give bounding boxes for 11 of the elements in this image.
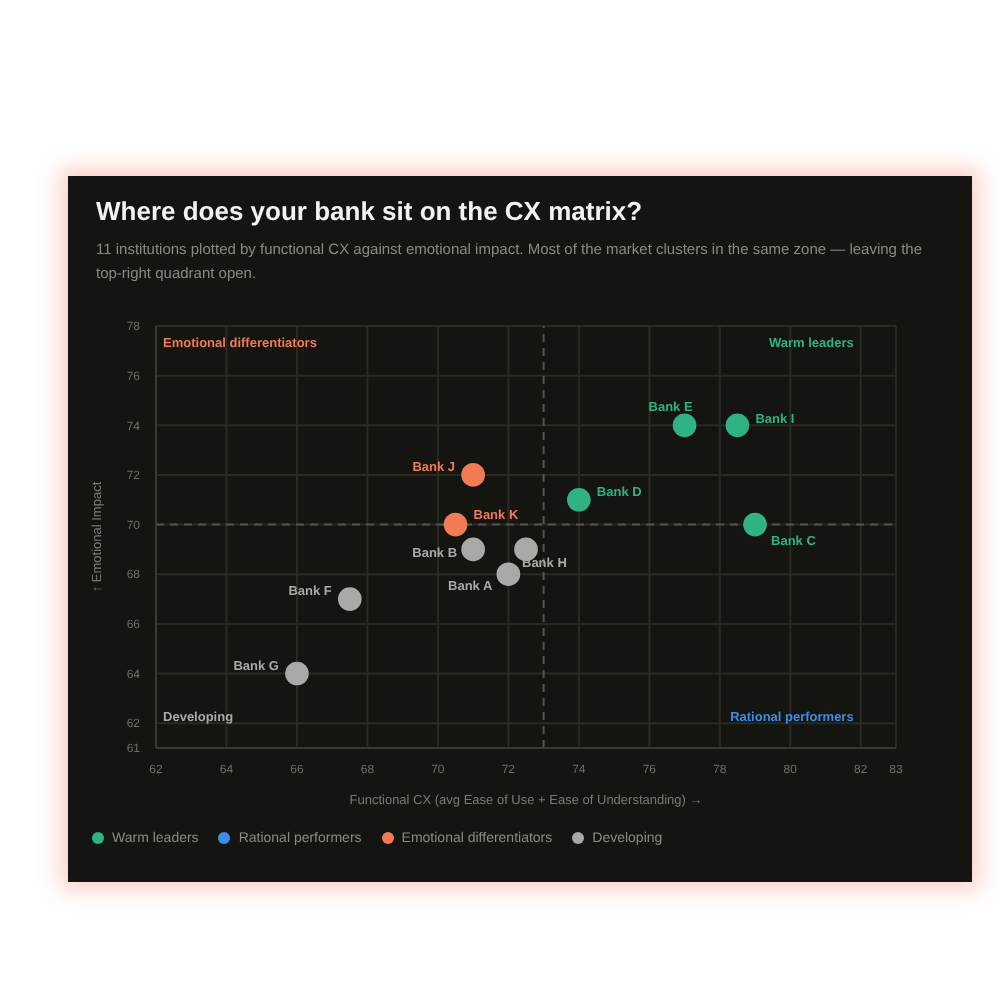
- point: [567, 487, 591, 512]
- point: [443, 512, 468, 537]
- point: [725, 413, 750, 438]
- point: [337, 587, 362, 611]
- point: [743, 512, 767, 537]
- point: [285, 661, 309, 686]
- point: [461, 463, 485, 487]
- point: [461, 537, 485, 562]
- chart-title: Where does your bank sit on the CX matrix?: [96, 196, 645, 226]
- point: [496, 562, 521, 587]
- point: [672, 413, 697, 438]
